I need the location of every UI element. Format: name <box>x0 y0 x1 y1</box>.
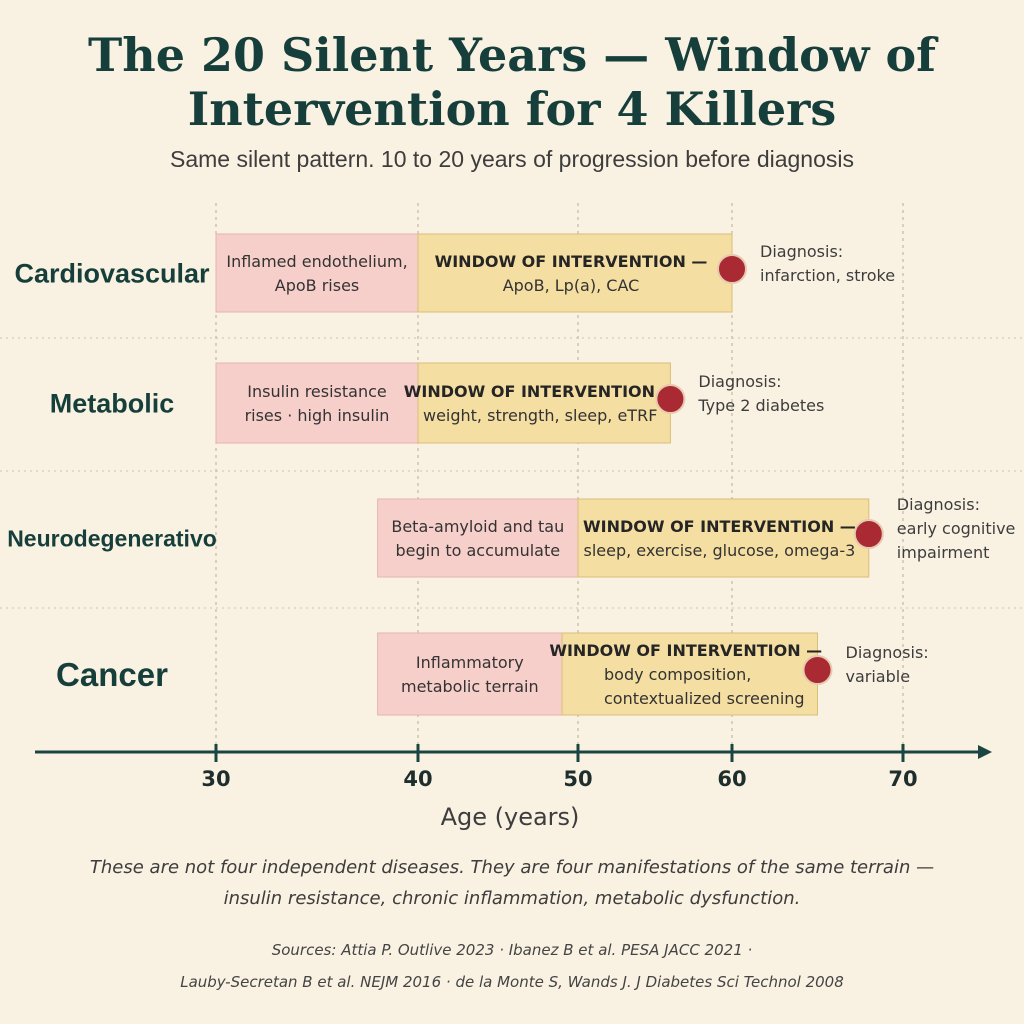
silent-phase-text: metabolic terrain <box>401 677 539 696</box>
intervention-window-title: WINDOW OF INTERVENTION — <box>583 517 856 536</box>
silent-phase-text: Inflamed endothelium, <box>226 252 407 271</box>
silent-phase-text: ApoB rises <box>275 276 360 295</box>
diagnosis-text: Diagnosis: <box>846 643 929 662</box>
intervention-window-text: weight, strength, sleep, eTRF <box>423 406 657 425</box>
intervention-window-bar-metabolic <box>417 362 671 444</box>
diagnosis-marker-neurodegenerativo <box>853 519 884 549</box>
intervention-window-title: WINDOW OF INTERVENTION — <box>435 252 708 271</box>
diagnosis-text: variable <box>846 667 911 686</box>
silent-phase-text: rises · high insulin <box>245 406 390 425</box>
sources: Sources: Attia P. Outlive 2023 · Ibanez … <box>0 934 1024 998</box>
intervention-window-bar-cancer <box>561 632 818 716</box>
row-label-neurodegenerativo: Neurodegenerativo <box>7 525 217 551</box>
silent-phase-bar-cancer <box>377 632 563 716</box>
x-tick-label-60: 60 <box>717 767 746 791</box>
x-tick-label-50: 50 <box>563 767 592 791</box>
silent-phase-bar-metabolic <box>215 362 419 444</box>
silent-phase-text: Inflammatory <box>416 653 524 672</box>
intervention-window-title: WINDOW OF INTERVENTION — <box>404 382 677 401</box>
x-axis-arrow-icon <box>978 745 992 759</box>
row-label-cardiovascular: Cardiovascular <box>14 259 210 289</box>
diagnosis-marker-cancer <box>802 655 833 685</box>
footnote: These are not four independent diseases.… <box>0 852 1024 914</box>
diagnosis-text: early cognitive <box>897 519 1016 538</box>
silent-phase-text: begin to accumulate <box>395 541 560 560</box>
diagnosis-text: Diagnosis: <box>760 242 843 261</box>
silent-phase-text: Beta-amyloid and tau <box>391 517 564 536</box>
x-tick-label-30: 30 <box>201 767 230 791</box>
x-tick-label-70: 70 <box>888 767 917 791</box>
diagnosis-text: impairment <box>897 543 990 562</box>
diagnosis-text: Type 2 diabetes <box>697 396 824 415</box>
sources-line-2: Lauby-Secretan B et al. NEJM 2016 · de l… <box>180 973 844 991</box>
silent-phase-bar-neurodegenerativo <box>377 498 579 578</box>
subtitle: Same silent pattern. 10 to 20 years of p… <box>169 146 854 172</box>
intervention-window-text: ApoB, Lp(a), CAC <box>503 276 640 295</box>
x-axis-title: Age (years) <box>441 803 580 831</box>
title-line-1: The 20 Silent Years — Window of <box>88 28 936 82</box>
diagnosis-marker-metabolic <box>655 384 686 414</box>
title-line-2: Intervention for 4 Killers <box>187 82 837 136</box>
diagnosis-text: Diagnosis: <box>897 495 980 514</box>
silent-phase-text: Insulin resistance <box>247 382 387 401</box>
intervention-window-title: WINDOW OF INTERVENTION — <box>549 641 822 660</box>
diagnosis-text: infarction, stroke <box>760 266 895 285</box>
intervention-window-bar-neurodegenerativo <box>577 498 870 578</box>
diagnosis-text: Diagnosis: <box>698 372 781 391</box>
diagnosis-marker-cardiovascular <box>717 254 747 284</box>
intervention-window-bar-cardiovascular <box>417 233 733 313</box>
footnote-line-2: insulin resistance, chronic inflammation… <box>223 888 801 909</box>
x-tick-label-40: 40 <box>403 767 432 791</box>
row-label-metabolic: Metabolic <box>50 389 175 419</box>
sources-line-1: Sources: Attia P. Outlive 2023 · Ibanez … <box>271 941 753 959</box>
silent-phase-bar-cardiovascular <box>215 233 419 313</box>
footnote-line-1: These are not four independent diseases.… <box>89 857 935 878</box>
intervention-window-text: sleep, exercise, glucose, omega-3 <box>583 541 855 560</box>
intervention-window-text: body composition, <box>604 665 751 684</box>
intervention-window-text: contextualized screening <box>604 689 805 708</box>
row-label-cancer: Cancer <box>56 656 168 693</box>
page-title: The 20 Silent Years — Window of Interven… <box>0 28 1024 136</box>
